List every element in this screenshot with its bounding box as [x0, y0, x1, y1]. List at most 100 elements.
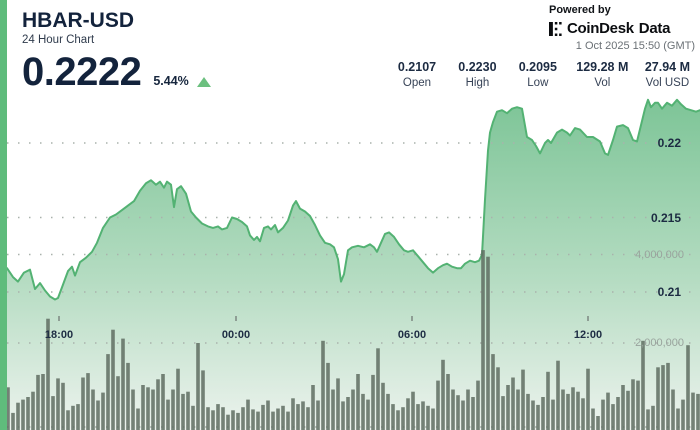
volume-bar	[161, 374, 165, 430]
stat-label: Open	[402, 77, 432, 89]
volume-bar	[226, 414, 230, 430]
volume-bar	[111, 329, 115, 430]
volume-bar	[541, 397, 545, 430]
stat-label: Vol USD	[645, 77, 690, 89]
volume-bar	[596, 416, 600, 430]
volume-bar	[236, 412, 240, 430]
volume-bar	[171, 389, 175, 430]
volume-bar	[696, 393, 700, 430]
volume-bar	[361, 393, 365, 430]
volume-bar	[66, 410, 70, 430]
volume-bar	[461, 400, 465, 430]
volume-bar	[356, 374, 360, 430]
volume-bar	[121, 338, 125, 430]
volume-bar	[156, 379, 160, 430]
volume-bar	[436, 380, 440, 430]
volume-bar	[26, 397, 30, 430]
volume-bar	[16, 402, 20, 430]
volume-bar	[261, 404, 265, 430]
volume-bar	[271, 411, 275, 430]
stat-label: Vol	[594, 77, 611, 89]
volume-bar	[51, 396, 55, 430]
volume-bar	[526, 393, 530, 430]
volume-bar	[206, 407, 210, 430]
volume-bar	[631, 379, 635, 430]
stat-value: 0.2095	[518, 60, 557, 74]
volume-bar	[491, 354, 495, 430]
volume-bar	[256, 411, 260, 430]
volume-bar	[636, 380, 640, 430]
volume-bar	[101, 392, 105, 430]
volume-bar	[136, 408, 140, 430]
volume-bar	[421, 401, 425, 430]
volume-bar	[176, 368, 180, 430]
volume-bar	[441, 359, 445, 430]
volume-bar	[71, 405, 75, 430]
volume-bar	[96, 400, 100, 430]
volume-bar	[616, 397, 620, 430]
volume-bar	[566, 393, 570, 430]
volume-bar	[126, 362, 130, 430]
brand-name: CoinDesk	[567, 20, 634, 37]
stat-value: 27.94 M	[644, 60, 690, 74]
volume-bar	[11, 412, 15, 430]
volume-bar	[581, 398, 585, 430]
header: HBAR-USD 24 Hour Chart 0.2222 5.44%	[22, 8, 211, 92]
volume-bar	[21, 399, 25, 430]
up-arrow-icon	[196, 77, 211, 87]
volume-bar	[556, 360, 560, 430]
stat-vol-usd: 27.94 M Vol USD	[645, 60, 690, 91]
volume-bar	[201, 370, 205, 430]
volume-bar	[646, 409, 650, 430]
stat-high: 0.2230 High	[455, 60, 499, 91]
volume-bar	[351, 389, 355, 430]
volume-bar	[691, 392, 695, 430]
volume-bar	[141, 385, 145, 430]
powered-by-label: Powered by	[549, 4, 611, 16]
volume-bar	[641, 340, 645, 430]
volume-bar	[611, 404, 615, 430]
volume-bar	[676, 408, 680, 430]
volume-bar	[516, 389, 520, 430]
coindesk-icon	[549, 21, 562, 36]
volume-bar	[686, 345, 690, 430]
volume-bar	[426, 405, 430, 430]
powered-by-block: Powered by CoinDesk Data 1 Oct 2025 15:5…	[549, 3, 695, 53]
timestamp: 1 Oct 2025 15:50 (GMT)	[575, 40, 695, 52]
volume-bar	[606, 392, 610, 430]
volume-bar	[626, 390, 630, 430]
volume-bar	[106, 354, 110, 430]
stat-vol: 129.28 M Vol	[576, 60, 628, 91]
volume-bar	[251, 409, 255, 430]
volume-bar	[326, 362, 330, 430]
volume-bar	[571, 387, 575, 430]
volume-bar	[246, 399, 250, 430]
volume-bar	[281, 405, 285, 430]
volume-bar	[386, 393, 390, 430]
volume-bar	[221, 407, 225, 430]
volume-bar	[186, 391, 190, 430]
volume-bar	[521, 369, 525, 430]
volume-bar	[116, 376, 120, 430]
volume-bar	[146, 387, 150, 430]
volume-bar	[241, 407, 245, 430]
volume-bar	[576, 391, 580, 430]
stat-low: 0.2095 Low	[516, 60, 560, 91]
volume-bar	[551, 399, 555, 430]
volume-bar	[431, 408, 435, 430]
volume-bar	[296, 404, 300, 430]
volume-bar	[506, 385, 510, 430]
volume-bar	[166, 399, 170, 430]
volume-bar	[466, 389, 470, 430]
volume-bar	[651, 405, 655, 430]
price-line	[6, 98, 700, 301]
volume-bar	[316, 400, 320, 430]
volume-bar	[181, 393, 185, 430]
volume-bar	[666, 362, 670, 430]
volume-bar	[456, 395, 460, 430]
volume-bar	[46, 318, 50, 430]
brand-suffix: Data	[638, 20, 671, 37]
volume-bar	[321, 340, 325, 430]
volume-bar	[196, 343, 200, 430]
